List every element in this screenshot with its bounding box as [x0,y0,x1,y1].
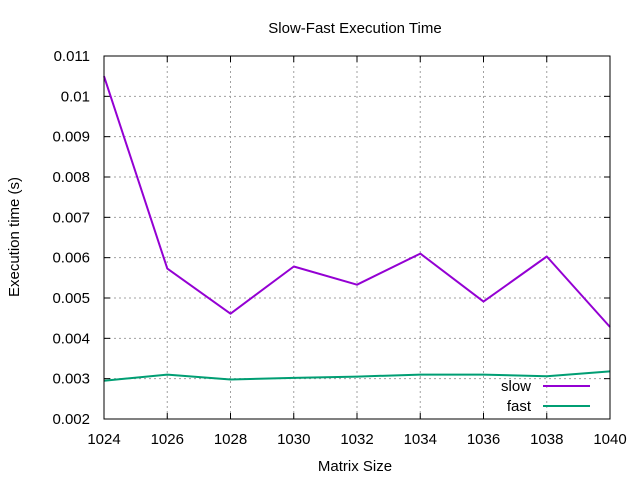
legend: slow fast [501,378,590,415]
legend-label-slow: slow [501,378,531,395]
y-tick-label: 0.01 [61,88,90,105]
x-tick-label: 1030 [277,431,310,448]
x-tick-label: 1038 [530,431,563,448]
x-tick-label: 1036 [467,431,500,448]
y-tick-label: 0.007 [52,209,90,226]
x-tick-label: 1032 [340,431,373,448]
y-tick-labels: 0.002 0.003 0.004 0.005 0.006 0.007 0.008 0.009… [52,48,90,428]
y-tick-label: 0.003 [52,371,90,388]
x-tick-label: 1034 [404,431,437,448]
y-tick-label: 0.008 [52,169,90,186]
x-tick-label: 1028 [214,431,247,448]
legend-label-fast: fast [507,398,532,415]
y-axis-title: Execution time (s) [6,177,23,297]
series-lines [103,75,611,382]
grid [104,56,610,419]
y-tick-label: 0.004 [52,330,90,347]
y-tick-label: 0.002 [52,411,90,428]
y-tick-label: 0.011 [54,48,90,65]
x-axis-title: Matrix Size [318,458,392,475]
x-tick-label: 1026 [151,431,184,448]
y-tick-label: 0.005 [52,290,90,307]
series-line-fast [103,370,611,382]
chart-title: Slow-Fast Execution Time [268,20,441,37]
series-line-slow [103,75,611,328]
x-tick-label: 1024 [87,431,120,448]
y-tick-label: 0.009 [52,129,90,146]
y-tick-label: 0.006 [52,250,90,267]
x-tick-label: 1040 [593,431,626,448]
plot-frame [103,55,611,420]
x-tick-labels: 1024 1026 1028 1030 1032 1034 1036 1038 1040 [87,431,626,448]
